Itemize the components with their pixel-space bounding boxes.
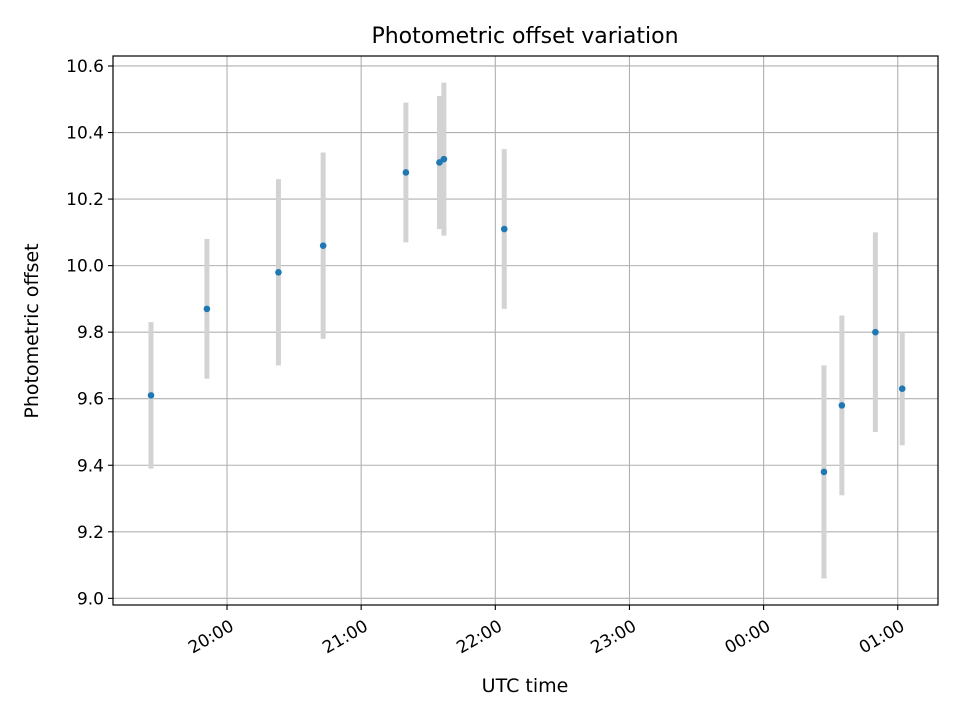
data-points — [147, 155, 906, 476]
chart-title: Photometric offset variation — [371, 24, 678, 49]
data-point — [203, 305, 211, 313]
grid — [113, 56, 938, 605]
data-point — [147, 392, 155, 399]
data-point — [402, 169, 410, 176]
y-tick-label: 10.4 — [66, 124, 104, 144]
data-point — [898, 385, 906, 393]
data-point — [500, 225, 508, 233]
plot-frame — [112, 55, 939, 606]
y-tick-label: 10.6 — [66, 57, 104, 77]
data-point — [838, 402, 846, 409]
data-point — [872, 328, 879, 336]
y-tick-label: 9.2 — [77, 523, 104, 543]
data-point — [820, 468, 828, 476]
data-point — [275, 268, 282, 276]
data-point — [319, 242, 327, 249]
y-tick-label: 9.6 — [77, 390, 104, 410]
x-axis-label: UTC time — [482, 675, 569, 697]
y-tick-label: 10.2 — [66, 190, 104, 210]
y-tick-label: 9.8 — [77, 323, 104, 343]
y-tick-label: 9.0 — [77, 589, 104, 609]
y-tick-label: 9.4 — [77, 456, 104, 476]
y-axis-label: Photometric offset — [21, 243, 43, 418]
data-point — [440, 155, 448, 163]
y-tick-label: 10.0 — [66, 257, 104, 277]
